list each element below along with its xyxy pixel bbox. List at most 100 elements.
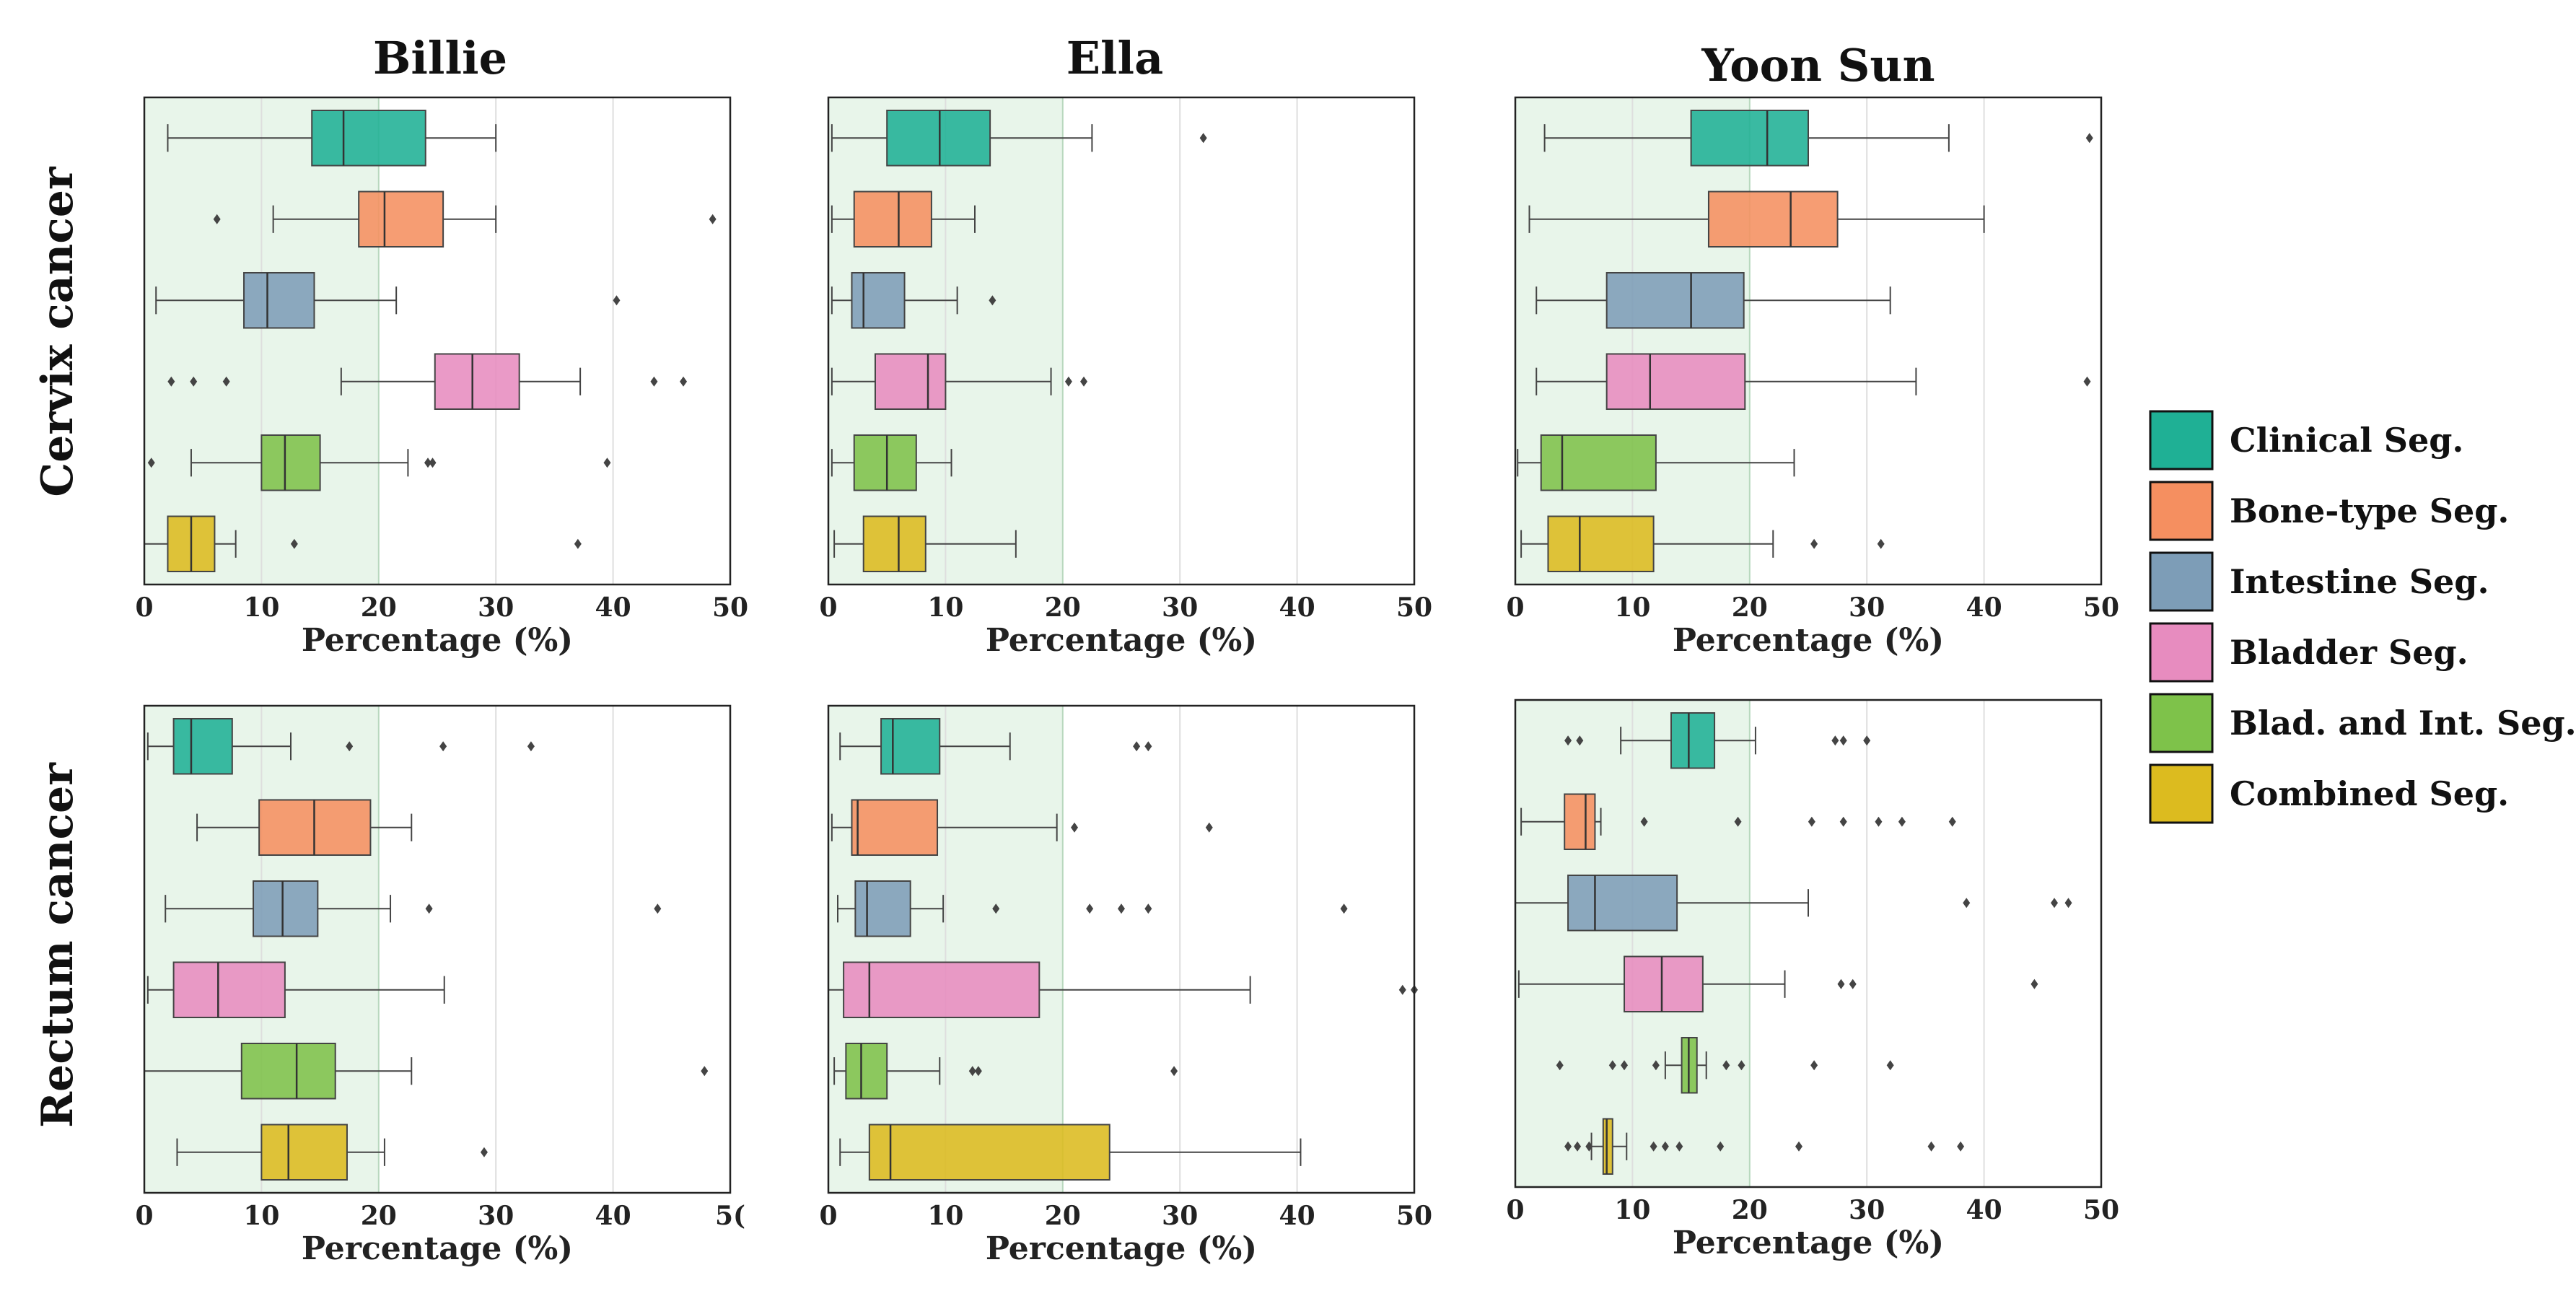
iqr-box bbox=[851, 799, 939, 856]
iqr-box bbox=[1670, 712, 1716, 769]
iqr-box bbox=[1624, 955, 1704, 1012]
x-tick-label: 30 bbox=[1162, 1201, 1198, 1231]
box-3 bbox=[167, 353, 688, 410]
iqr-box bbox=[260, 434, 321, 491]
outlier-point bbox=[650, 376, 658, 387]
legend-swatch bbox=[2149, 551, 2214, 612]
box-2 bbox=[1515, 875, 2072, 932]
outlier-point bbox=[1199, 133, 1207, 144]
legend-item: Blad. and Int. Seg. bbox=[2149, 693, 2576, 753]
x-tick-label: 30 bbox=[478, 1201, 514, 1231]
x-tick-label: 30 bbox=[1162, 592, 1198, 623]
x-tick-label: 40 bbox=[595, 1201, 631, 1231]
iqr-box bbox=[243, 272, 315, 329]
outlier-point bbox=[290, 538, 298, 549]
outlier-point bbox=[1810, 538, 1818, 549]
x-tick-label: 40 bbox=[595, 592, 631, 623]
outlier-point bbox=[1608, 1060, 1616, 1071]
outlier-point bbox=[709, 214, 717, 224]
outlier-point bbox=[1585, 1141, 1593, 1152]
x-tick-label: 0 bbox=[135, 592, 153, 623]
outlier-point bbox=[1398, 984, 1406, 995]
x-tick-label: 10 bbox=[927, 592, 963, 623]
x-tick-label: 40 bbox=[1279, 592, 1315, 623]
outlier-point bbox=[974, 1066, 982, 1077]
box-0 bbox=[167, 110, 497, 167]
outlier-point bbox=[2085, 133, 2093, 144]
iqr-box bbox=[1540, 434, 1657, 491]
outlier-point bbox=[2051, 898, 2059, 908]
outlier-point bbox=[1576, 735, 1584, 746]
iqr-box bbox=[851, 272, 906, 329]
x-tick-label: 0 bbox=[1506, 592, 1524, 623]
outlier-point bbox=[213, 214, 221, 224]
x-tick-label: 10 bbox=[1614, 1195, 1650, 1225]
box-0 bbox=[1564, 712, 1871, 769]
outlier-point bbox=[1071, 822, 1079, 833]
outlier-point bbox=[1133, 741, 1141, 752]
x-tick-label: 40 bbox=[1279, 1201, 1315, 1231]
column-title-ella: Ella bbox=[1066, 32, 1164, 84]
x-axis-label: Percentage (%) bbox=[1673, 622, 1944, 659]
x-tick-label: 50 bbox=[2083, 1195, 2119, 1225]
x-axis-label: Percentage (%) bbox=[302, 1230, 573, 1267]
x-tick-label: 20 bbox=[1732, 592, 1768, 623]
iqr-box bbox=[311, 110, 426, 167]
outlier-point bbox=[1957, 1141, 1965, 1152]
iqr-box bbox=[1564, 793, 1596, 850]
x-axis-label: Percentage (%) bbox=[1673, 1225, 1944, 1261]
x-axis-label: Percentage (%) bbox=[302, 622, 573, 659]
outlier-point bbox=[1564, 735, 1572, 746]
box-3 bbox=[1535, 353, 2091, 410]
x-tick-label: 30 bbox=[1849, 592, 1885, 623]
outlier-point bbox=[1886, 1060, 1894, 1071]
outlier-point bbox=[1144, 741, 1152, 752]
x-tick-label: 40 bbox=[1966, 592, 2002, 623]
box-5 bbox=[144, 515, 582, 572]
legend-swatch bbox=[2149, 481, 2214, 541]
x-tick-label: 20 bbox=[361, 1201, 397, 1231]
box-4 bbox=[1556, 1037, 1894, 1094]
column-title-billie: Billie bbox=[373, 32, 507, 84]
outlier-point bbox=[1650, 1141, 1657, 1152]
outlier-point bbox=[574, 538, 582, 549]
iqr-box bbox=[853, 434, 917, 491]
box-5 bbox=[1564, 1118, 1965, 1175]
box-4 bbox=[831, 434, 952, 491]
legend-item: Clinical Seg. bbox=[2149, 410, 2463, 470]
outlier-point bbox=[527, 741, 535, 752]
panel-1: 0 10 20 30 40 50 Percentage (%) bbox=[135, 96, 748, 659]
outlier-point bbox=[1064, 376, 1072, 387]
box-2 bbox=[836, 880, 1348, 937]
outlier-point bbox=[992, 903, 1000, 914]
x-tick-label: 0 bbox=[135, 1201, 153, 1231]
x-tick-label: 0 bbox=[819, 592, 837, 623]
outlier-point bbox=[654, 903, 662, 914]
x-tick-label: 10 bbox=[243, 592, 279, 623]
outlier-point bbox=[1849, 978, 1857, 989]
legend-label: Intestine Seg. bbox=[2230, 562, 2489, 601]
outlier-point bbox=[1948, 816, 1956, 827]
box-4 bbox=[833, 1043, 1178, 1100]
x-tick-label: 10 bbox=[1614, 592, 1650, 623]
legend-item: Combined Seg. bbox=[2149, 763, 2509, 824]
outlier-point bbox=[1898, 816, 1906, 827]
box-2 bbox=[1535, 272, 1891, 329]
outlier-point bbox=[1675, 1141, 1683, 1152]
x-tick-label: 50 bbox=[712, 592, 748, 623]
iqr-box bbox=[1605, 272, 1745, 329]
iqr-box bbox=[862, 515, 926, 572]
outlier-point bbox=[701, 1066, 709, 1077]
box-2 bbox=[831, 272, 996, 329]
box-5 bbox=[839, 1124, 1302, 1181]
outlier-point bbox=[1574, 1141, 1582, 1152]
box-3 bbox=[831, 353, 1088, 410]
legend-swatch bbox=[2149, 763, 2214, 824]
outlier-point bbox=[425, 903, 433, 914]
x-tick-label: 40 bbox=[1966, 1195, 2002, 1225]
iqr-box bbox=[1547, 515, 1655, 572]
outlier-point bbox=[190, 376, 198, 387]
box-1 bbox=[1528, 191, 1985, 248]
x-axis-label: Percentage (%) bbox=[986, 1230, 1257, 1267]
